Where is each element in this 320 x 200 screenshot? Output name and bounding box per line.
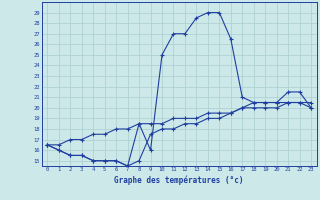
X-axis label: Graphe des températures (°c): Graphe des températures (°c) [115,175,244,185]
